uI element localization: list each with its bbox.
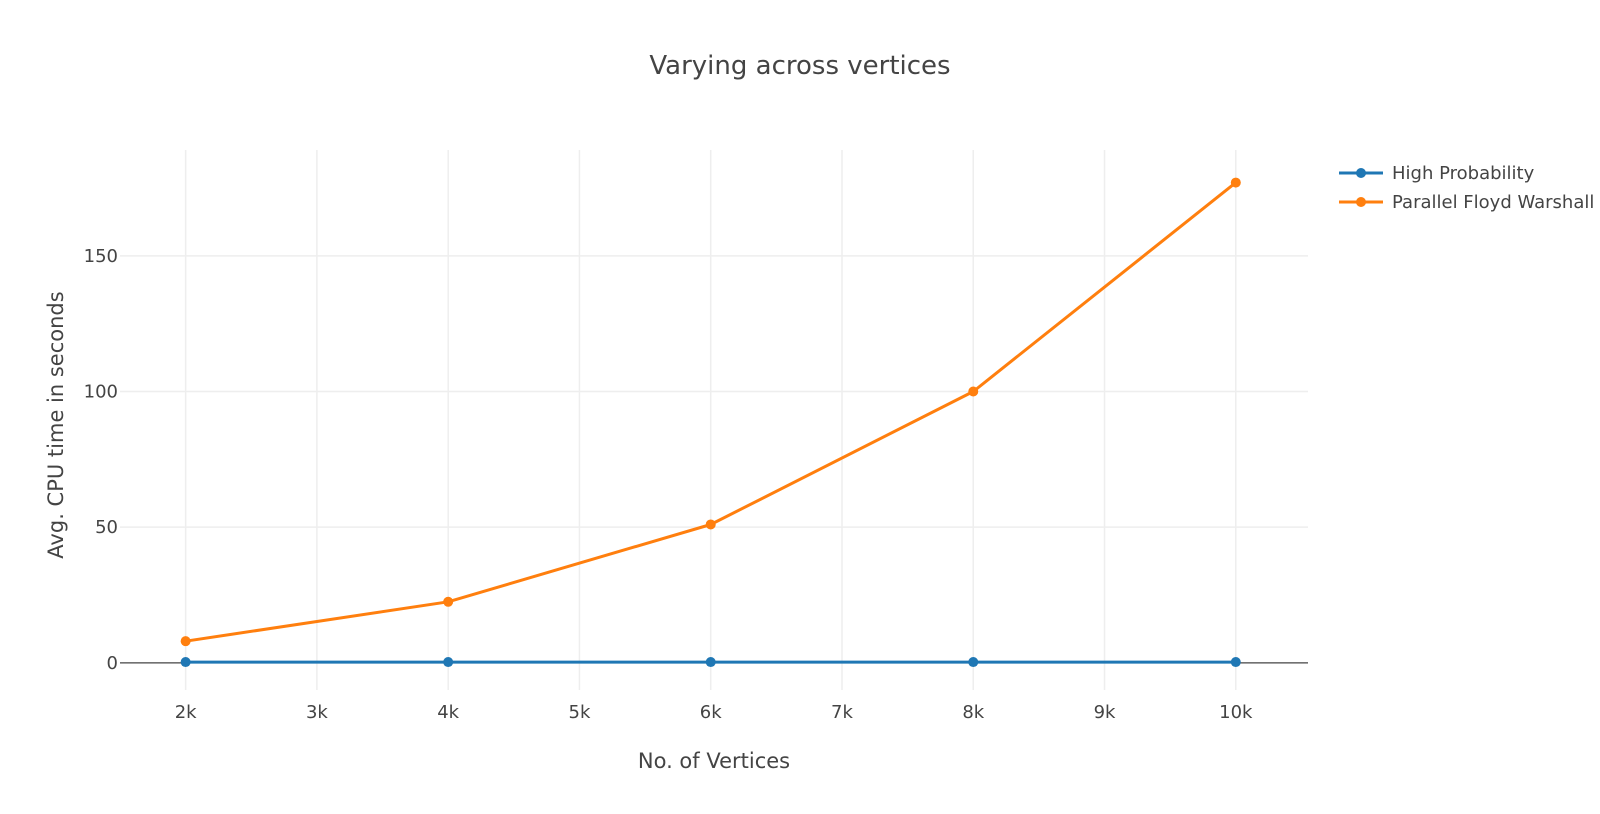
data-point-high-probability[interactable] [1230,657,1241,668]
legend-marker [1356,197,1366,207]
legend[interactable]: High Probability Parallel Floyd Warshall [1339,163,1594,213]
x-tick-label: 7k [831,702,853,723]
legend-label: High Probability [1392,163,1535,184]
x-tick-label: 6k [700,702,722,723]
data-point-high-probability[interactable] [180,657,191,668]
legend-label: Parallel Floyd Warshall [1392,192,1594,213]
y-tick-label: 0 [107,653,118,674]
legend-marker [1356,168,1366,178]
data-point-high-probability[interactable] [443,657,454,668]
x-tick-label: 4k [437,702,459,723]
data-point-high-probability[interactable] [968,657,979,668]
data-point-high-probability[interactable] [705,657,716,668]
y-tick-label: 100 [84,382,118,403]
data-point-parallel-floyd-warshall[interactable] [705,519,716,530]
legend-item-high-probability[interactable]: High Probability [1339,163,1535,184]
x-tick-label: 10k [1219,702,1253,723]
data-point-parallel-floyd-warshall[interactable] [1230,177,1241,188]
data-point-parallel-floyd-warshall[interactable] [443,596,454,607]
legend-item-parallel-floyd-warshall[interactable]: Parallel Floyd Warshall [1339,192,1594,213]
y-tick-label: 150 [84,246,118,267]
data-point-parallel-floyd-warshall[interactable] [180,636,191,647]
x-tick-label: 3k [306,702,328,723]
x-tick-label: 9k [1094,702,1116,723]
x-axis-title: No. of Vertices [638,749,790,773]
x-tick-label: 5k [569,702,591,723]
x-tick-label: 8k [962,702,984,723]
grid-layer [120,150,1308,690]
x-tick-label: 2k [175,702,197,723]
series-layer [180,177,1241,668]
tick-layer: 2k 3k 4k 5k 6k 7k 8k 9k 10k 0 50 100 150 [84,246,1253,723]
data-point-parallel-floyd-warshall[interactable] [968,386,979,397]
y-axis-title: Avg. CPU time in seconds [44,291,68,558]
y-tick-label: 50 [95,517,118,538]
chart-title: Varying across vertices [649,51,950,81]
